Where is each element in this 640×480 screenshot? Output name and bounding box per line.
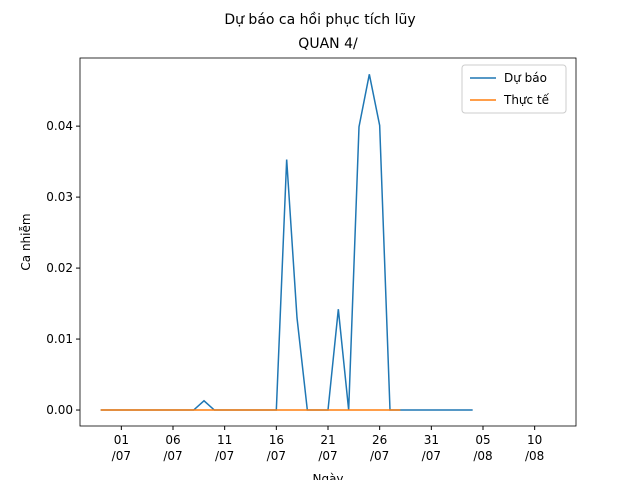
y-axis-label: Ca nhiễm [19, 213, 33, 270]
chart-title: Dự báo ca hồi phục tích lũy [224, 11, 415, 28]
x-tick-label: 10/08 [525, 433, 544, 463]
x-tick-label: 05/08 [473, 433, 492, 463]
y-tick-label: 0.04 [46, 119, 73, 133]
y-tick-label: 0.00 [46, 403, 73, 417]
y-tick-label: 0.01 [46, 332, 73, 346]
x-tick-label: 26/07 [370, 433, 389, 463]
x-axis-label: Ngày [312, 472, 343, 480]
legend-label: Thực tế [503, 93, 550, 107]
x-tick-label: 01/07 [112, 433, 131, 463]
legend-box [461, 64, 567, 114]
plot-frame [79, 57, 577, 427]
y-tick-label: 0.03 [46, 190, 73, 204]
legend-label: Dự báo [504, 71, 547, 85]
x-tick-label: 11/07 [215, 433, 234, 463]
chart-subtitle: QUAN 4/ [298, 36, 358, 52]
y-tick-label: 0.02 [46, 261, 73, 275]
x-tick-label: 21/07 [318, 433, 337, 463]
x-tick-label: 31/07 [422, 433, 441, 463]
x-tick-label: 06/07 [163, 433, 182, 463]
x-tick-label: 16/07 [267, 433, 286, 463]
